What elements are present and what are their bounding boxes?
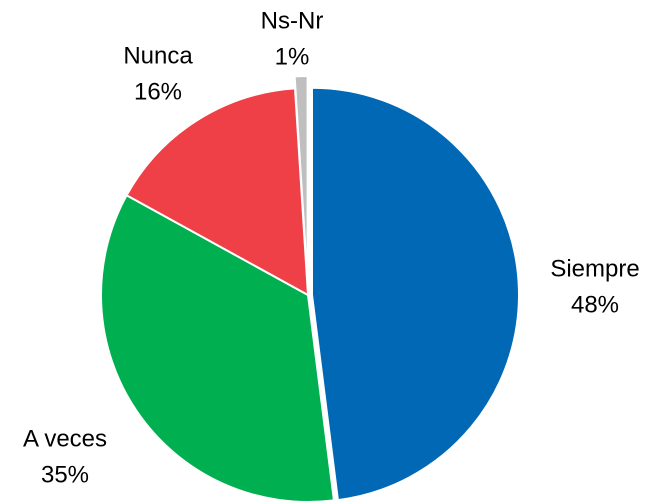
slice-value-label: 1% [275, 43, 310, 70]
slice-value-label: 16% [134, 78, 182, 105]
pie-slice [310, 86, 520, 502]
pie-slice [293, 75, 309, 284]
slice-label: Ns-Nr [261, 7, 324, 34]
pie-slice [100, 193, 336, 503]
pie-slice [125, 87, 310, 297]
slice-value-label: 48% [571, 291, 619, 318]
slice-label: Siempre [550, 255, 639, 282]
slice-value-label: 35% [41, 461, 89, 488]
slice-label: Nunca [123, 42, 193, 69]
slice-label: A veces [23, 425, 107, 452]
